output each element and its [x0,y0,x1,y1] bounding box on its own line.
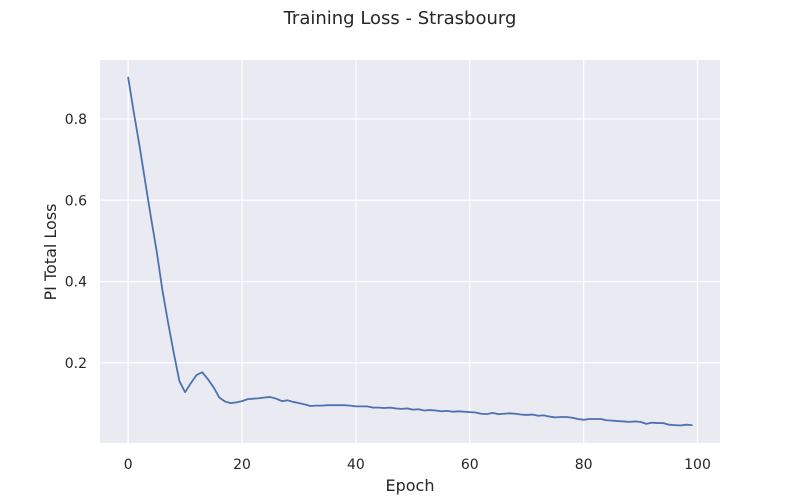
series-group [127,76,693,427]
y-tick-label: 0.2 [65,356,87,372]
x-tick-label: 0 [124,457,133,473]
x-tick-label: 40 [347,457,365,473]
x-axis-label: Epoch [386,476,435,495]
x-tick-label: 60 [461,457,479,473]
plot-background [100,60,720,443]
y-tick-label: 0.4 [65,275,87,291]
y-axis-label: PI Total Loss [41,204,60,301]
y-tick-label: 0.6 [65,193,87,209]
grid-lines [100,60,720,443]
x-tick-label: 100 [684,457,711,473]
x-tick-label: 20 [233,457,251,473]
x-tick-label: 80 [575,457,593,473]
y-tick-labels: 0.2 0.4 0.6 0.8 [65,112,87,372]
x-tick-labels: 0 20 40 60 80 100 [124,457,711,473]
chart-title: Training Loss - Strasbourg [283,8,517,29]
loss-line [127,76,693,427]
y-tick-label: 0.8 [65,112,87,128]
